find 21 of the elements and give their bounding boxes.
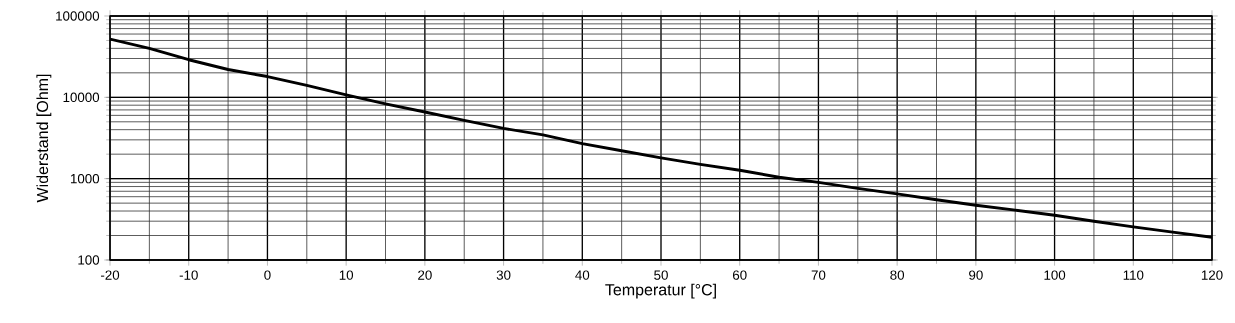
- x-tick-label: 80: [890, 270, 905, 280]
- y-tick-label: 100000: [56, 11, 100, 21]
- x-tick-label: -20: [100, 270, 120, 280]
- x-tick-label: 90: [969, 270, 983, 280]
- x-tick-label: 0: [264, 270, 271, 280]
- x-axis-title: Temperatur [°C]: [605, 283, 716, 299]
- x-tick-label: 120: [1201, 270, 1223, 280]
- y-tick-label: 1000: [70, 173, 100, 184]
- x-tick-label: 40: [575, 270, 590, 280]
- x-tick-label: 100: [1044, 270, 1066, 280]
- x-tick-label: 60: [732, 270, 747, 280]
- x-tick-label: 110: [1123, 270, 1144, 280]
- x-tick-label: 70: [811, 270, 826, 280]
- x-tick-label: -10: [179, 270, 198, 280]
- y-tick-label: 10000: [63, 92, 100, 103]
- y-axis-title: Widerstand [Ohm]: [36, 74, 52, 203]
- y-tick-label: 100: [78, 255, 100, 265]
- x-tick-label: 10: [339, 270, 354, 280]
- x-tick-label: 50: [654, 270, 668, 280]
- x-tick-label: 20: [418, 270, 432, 280]
- x-tick-label: 30: [496, 270, 511, 280]
